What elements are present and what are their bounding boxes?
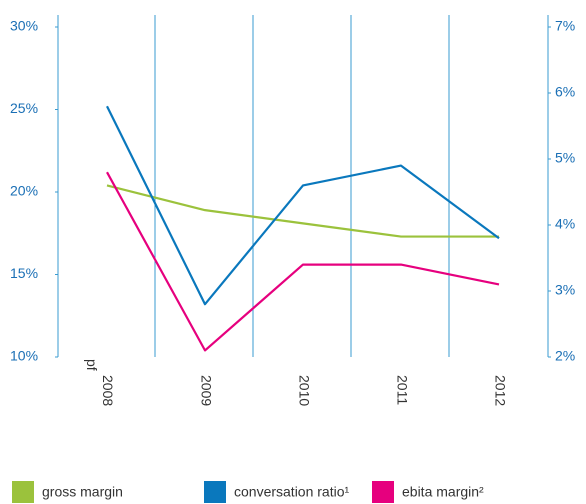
x-tick-label: 2011 <box>394 375 410 405</box>
y2-tick-label: 5% <box>555 150 575 166</box>
series-line <box>106 171 500 352</box>
x-tick-label: 2008pf <box>84 359 116 406</box>
legend-swatch <box>372 481 394 503</box>
series-line <box>106 184 499 238</box>
x-tick-label: 2012 <box>492 375 508 406</box>
y-tick-label: 25% <box>10 100 38 116</box>
x-tick-label: 2009 <box>198 375 214 406</box>
separators <box>57 15 549 357</box>
series-line <box>106 105 500 306</box>
y2-tick-label: 4% <box>555 216 575 232</box>
y-tick-label: 10% <box>10 348 38 364</box>
y2-tick-label: 7% <box>555 18 575 34</box>
y2-tick-label: 3% <box>555 282 575 298</box>
legend-swatch <box>204 481 226 503</box>
legend-label: ebita margin² <box>402 484 484 500</box>
x-tick-label: 2010 <box>296 375 312 406</box>
y-tick-label: 30% <box>10 18 38 34</box>
y-tick-label: 20% <box>10 183 38 199</box>
y2-tick-label: 2% <box>555 348 575 364</box>
y-tick-label: 15% <box>10 265 38 281</box>
legend-label: conversation ratio¹ <box>234 484 350 500</box>
y2-tick-label: 6% <box>555 84 575 100</box>
legend-swatch <box>12 481 34 503</box>
legend-label: gross margin <box>42 484 123 500</box>
